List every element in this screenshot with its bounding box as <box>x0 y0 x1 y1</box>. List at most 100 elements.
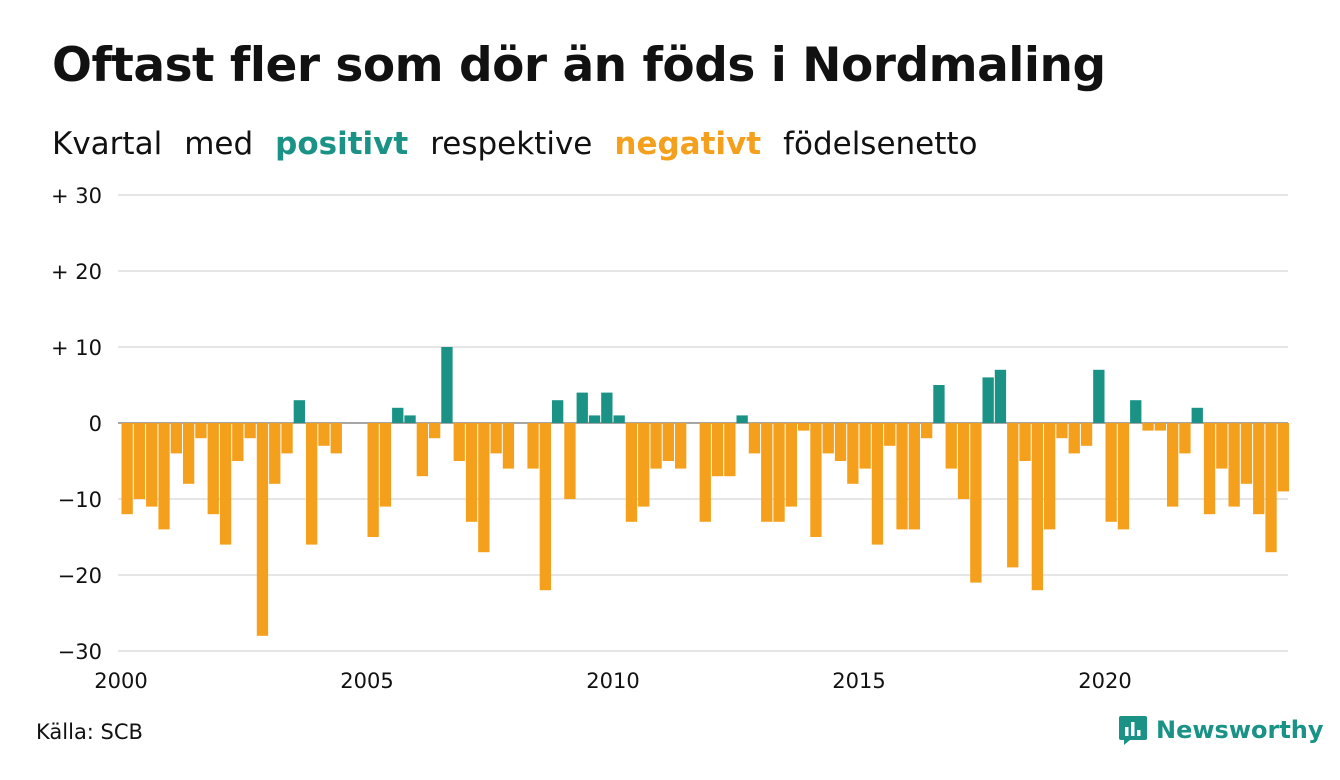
bar-negative <box>1142 423 1154 431</box>
bar-negative <box>859 423 871 469</box>
bar-chart: + 30 + 20 + 10 0 −10 −20 −30 2000 2005 2010 2015 20… <box>51 184 1290 693</box>
bar-negative <box>1203 423 1216 515</box>
bar-negative <box>527 423 539 469</box>
bar-negative <box>908 423 921 530</box>
bar-negative <box>1043 423 1056 530</box>
bar-negative <box>785 423 798 507</box>
bar-negative <box>416 423 429 477</box>
bar-negative <box>539 423 552 591</box>
chart-title: Oftast fler som dör än föds i Nordmaling <box>52 38 1106 93</box>
bar-positive <box>551 400 564 423</box>
bar-negative <box>502 423 515 469</box>
bar-negative <box>281 423 293 454</box>
bar-negative <box>256 423 269 636</box>
y-tick-label: + 20 <box>51 260 102 284</box>
bar-positive <box>392 407 404 423</box>
subtitle-word-kvartal: Kvartal <box>52 126 163 162</box>
bar-positive <box>601 392 613 423</box>
bar-negative <box>1117 423 1130 530</box>
subtitle-word-respektive: respektive <box>430 126 593 162</box>
y-tick-label: −10 <box>58 488 102 512</box>
bar-negative <box>896 423 908 530</box>
bar-negative <box>945 423 957 469</box>
bar-negative <box>884 423 896 446</box>
bar-negative <box>1068 423 1080 454</box>
bar-positive <box>933 385 945 423</box>
bar-negative <box>1080 423 1093 446</box>
bar-negative <box>490 423 502 454</box>
bar-negative <box>711 423 724 477</box>
bar-negative <box>207 423 219 515</box>
bar-negative <box>638 423 650 507</box>
bar-negative <box>564 423 576 499</box>
bar-negative <box>797 423 810 431</box>
bar-negative <box>1240 423 1253 484</box>
bar-negative <box>699 423 711 522</box>
bar-negative <box>219 423 232 545</box>
bar-negative <box>232 423 244 461</box>
bar-negative <box>761 423 773 522</box>
bar-positive <box>1093 369 1105 423</box>
bar-negative <box>330 423 342 454</box>
brand-name: Newsworthy <box>1156 716 1324 744</box>
bar-negative <box>465 423 478 522</box>
bar-positive <box>588 415 601 423</box>
bar-negative <box>367 423 379 537</box>
bar-negative <box>133 423 146 499</box>
bar-negative <box>269 423 281 484</box>
bar-negative <box>1031 423 1044 591</box>
bar-negative <box>318 423 330 446</box>
x-tick-label: 2010 <box>586 669 639 693</box>
bar-negative <box>625 423 638 522</box>
bar-negative <box>1105 423 1117 522</box>
x-tick-label: 2000 <box>94 669 147 693</box>
bar-negative <box>244 423 256 439</box>
bar-negative <box>957 423 970 499</box>
chart-subtitle: Kvartal med positivt respektive negativt föde… <box>52 126 1000 162</box>
bar-negative <box>1019 423 1031 461</box>
subtitle-positive-label: positivt <box>275 126 409 162</box>
bar-negative <box>834 423 847 461</box>
y-tick-label: 0 <box>89 412 102 436</box>
bar-positive <box>994 369 1007 423</box>
y-tick-label: + 30 <box>51 184 102 208</box>
bar-negative <box>1179 423 1191 454</box>
bar-positive <box>1130 400 1142 423</box>
bar-negative <box>662 423 675 461</box>
bar-negative <box>810 423 822 537</box>
bar-negative <box>195 423 207 439</box>
bar-negative <box>1228 423 1240 507</box>
bar-negative <box>453 423 465 461</box>
bar-negative <box>379 423 392 507</box>
bar-negative <box>822 423 834 454</box>
bar-negative <box>182 423 195 484</box>
bar-negative <box>1277 423 1290 492</box>
bar-negative <box>970 423 982 583</box>
bar-negative <box>920 423 933 439</box>
bar-positive <box>441 347 453 423</box>
bar-negative <box>1154 423 1167 431</box>
bar-negative <box>305 423 318 545</box>
bar-positive <box>736 415 748 423</box>
bar-negative <box>871 423 884 545</box>
bar-negative <box>428 423 441 439</box>
bar-positive <box>1191 407 1203 423</box>
x-tick-label: 2005 <box>340 669 393 693</box>
bar-negative <box>146 423 158 507</box>
brand-logo: Newsworthy <box>1118 714 1324 746</box>
bar-negative <box>748 423 761 454</box>
bar-negative <box>478 423 490 553</box>
bar-negative <box>650 423 662 469</box>
bar-positive <box>982 377 994 423</box>
bar-negative <box>773 423 785 522</box>
bar-negative <box>1253 423 1265 515</box>
bar-negative <box>121 423 133 515</box>
bar-negative <box>1007 423 1019 568</box>
chart-logo-icon <box>1119 716 1147 745</box>
bar-positive <box>404 415 416 423</box>
bar-positive <box>576 392 588 423</box>
bar-positive <box>613 415 625 423</box>
bar-negative <box>170 423 183 454</box>
bar-negative <box>1166 423 1179 507</box>
bar-positive <box>293 400 306 423</box>
